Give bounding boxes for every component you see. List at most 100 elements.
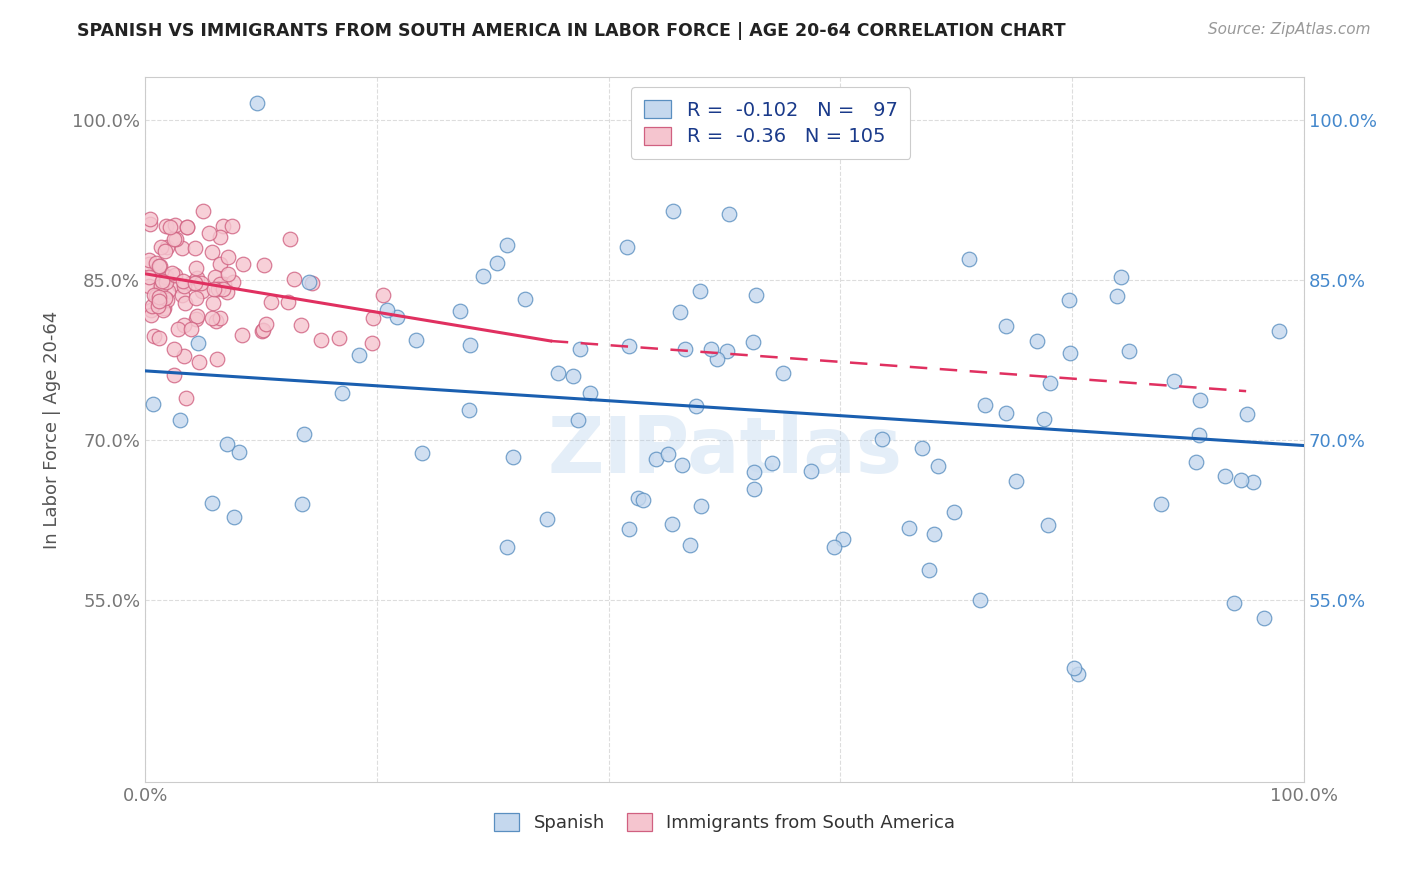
Point bbox=[141, 302, 163, 317]
Point bbox=[1229, 473, 1251, 487]
Legend: Spanish, Immigrants from South America: Spanish, Immigrants from South America bbox=[484, 803, 966, 843]
Point bbox=[619, 338, 641, 352]
Point bbox=[150, 279, 173, 293]
Point bbox=[276, 294, 298, 309]
Point bbox=[231, 328, 253, 343]
Point bbox=[250, 324, 273, 338]
Point bbox=[184, 276, 207, 290]
Point bbox=[685, 399, 707, 413]
Point bbox=[1213, 468, 1236, 483]
Point bbox=[149, 259, 172, 273]
Point bbox=[994, 318, 1017, 333]
Point bbox=[221, 275, 243, 289]
Point bbox=[156, 239, 179, 253]
Point bbox=[1267, 324, 1289, 338]
Point bbox=[278, 232, 301, 246]
Point bbox=[155, 219, 177, 233]
Point bbox=[141, 397, 163, 411]
Point bbox=[163, 268, 186, 283]
Point bbox=[190, 276, 212, 290]
Point bbox=[163, 232, 186, 246]
Point bbox=[150, 240, 173, 254]
Point bbox=[186, 271, 208, 285]
Point bbox=[1109, 270, 1132, 285]
Point bbox=[201, 296, 224, 310]
Point bbox=[246, 95, 269, 110]
Point bbox=[209, 257, 232, 271]
Point bbox=[1241, 475, 1264, 490]
Point bbox=[1223, 596, 1246, 610]
Point bbox=[1067, 666, 1090, 681]
Point bbox=[744, 288, 766, 302]
Point bbox=[254, 317, 277, 331]
Point bbox=[1059, 293, 1081, 307]
Point bbox=[169, 413, 191, 427]
Point bbox=[309, 333, 332, 347]
Point bbox=[1107, 289, 1129, 303]
Point bbox=[173, 349, 195, 363]
Point bbox=[761, 456, 783, 470]
Y-axis label: In Labor Force | Age 20-64: In Labor Force | Age 20-64 bbox=[44, 310, 60, 549]
Text: ZIPatlas: ZIPatlas bbox=[547, 413, 903, 489]
Point bbox=[217, 250, 239, 264]
Point bbox=[832, 532, 855, 546]
Point bbox=[662, 204, 685, 219]
Point bbox=[215, 437, 238, 451]
Point bbox=[330, 385, 353, 400]
Point bbox=[187, 335, 209, 350]
Point bbox=[1188, 428, 1211, 442]
Point bbox=[157, 284, 180, 298]
Point bbox=[260, 294, 283, 309]
Point bbox=[173, 279, 195, 293]
Point bbox=[138, 253, 160, 268]
Point bbox=[405, 333, 427, 347]
Point bbox=[212, 282, 235, 296]
Point bbox=[212, 277, 235, 291]
Point bbox=[155, 275, 177, 289]
Point bbox=[139, 308, 162, 322]
Point bbox=[385, 310, 408, 324]
Point bbox=[661, 517, 683, 532]
Point bbox=[232, 257, 254, 271]
Point bbox=[995, 406, 1018, 420]
Point bbox=[957, 252, 980, 266]
Point bbox=[145, 289, 167, 303]
Point bbox=[283, 272, 305, 286]
Point bbox=[673, 342, 696, 356]
Point bbox=[472, 268, 495, 283]
Point bbox=[1253, 611, 1275, 625]
Point bbox=[1026, 334, 1049, 348]
Point bbox=[148, 331, 170, 345]
Point bbox=[186, 260, 208, 275]
Point bbox=[174, 391, 197, 405]
Point bbox=[1236, 407, 1258, 421]
Point bbox=[139, 211, 162, 226]
Point bbox=[148, 299, 170, 313]
Point bbox=[209, 277, 232, 292]
Point bbox=[744, 482, 766, 496]
Point bbox=[911, 441, 934, 455]
Point bbox=[942, 505, 965, 519]
Point bbox=[631, 493, 654, 508]
Point bbox=[927, 459, 949, 474]
Point bbox=[217, 285, 239, 300]
Point bbox=[138, 218, 160, 232]
Point bbox=[150, 274, 173, 288]
Point bbox=[160, 265, 183, 279]
Point bbox=[172, 287, 194, 301]
Point bbox=[191, 284, 214, 298]
Point bbox=[1059, 346, 1081, 360]
Point bbox=[645, 452, 668, 467]
Point bbox=[153, 301, 176, 315]
Point bbox=[536, 512, 558, 526]
Point bbox=[145, 256, 167, 270]
Point bbox=[669, 304, 692, 318]
Point bbox=[176, 220, 198, 235]
Point bbox=[1039, 376, 1062, 391]
Point bbox=[800, 464, 823, 478]
Point bbox=[188, 355, 211, 369]
Point bbox=[706, 351, 728, 366]
Point bbox=[1150, 497, 1173, 511]
Point bbox=[155, 269, 177, 284]
Point bbox=[567, 413, 589, 427]
